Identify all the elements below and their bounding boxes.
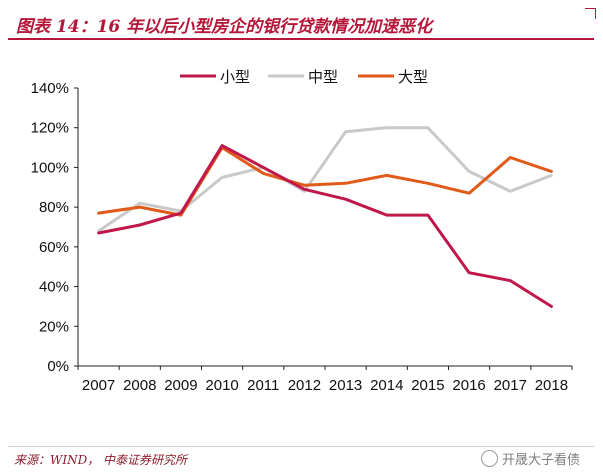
series-line-small	[97, 144, 553, 308]
y-tick-label: 140%	[31, 80, 69, 97]
y-tick-label: 120%	[31, 120, 69, 137]
chart-title: 图表 14：16 年以后小型房企的银行贷款情况加速恶化	[16, 17, 433, 37]
y-tick-label: 20%	[39, 318, 69, 335]
x-tick-label: 2016	[452, 377, 485, 394]
y-tick-label: 0%	[47, 358, 69, 375]
line-chart: 0% 20% 40% 60% 80% 100% 120% 140% 2007 2008 2009 20…	[31, 68, 573, 394]
x-tick-label: 2011	[247, 377, 279, 394]
x-tick-label: 2013	[329, 377, 362, 394]
title-bar: 图表 14：16 年以后小型房企的银行贷款情况加速恶化	[8, 6, 596, 40]
title-corner-mark	[585, 8, 596, 19]
series-line-large	[97, 146, 553, 217]
source-bar: 来源：WIND， 中泰证券研究所 开晟大子看债	[8, 446, 594, 469]
series-line-medium	[97, 126, 553, 233]
y-tick-label: 60%	[39, 239, 69, 256]
x-tick-label: 2008	[123, 377, 156, 394]
y-tick-label: 80%	[39, 199, 69, 216]
y-tick-label: 100%	[31, 159, 69, 176]
watermark-text: 开晟大子看债	[501, 453, 580, 468]
watermark: 开晟大子看债	[480, 449, 580, 468]
x-tick-label: 2012	[288, 377, 321, 394]
legend-label: 中型	[308, 68, 338, 86]
wechat-icon	[480, 450, 498, 467]
x-tick-label: 2007	[82, 377, 115, 394]
x-tick-label: 2009	[164, 377, 197, 394]
x-tick-label: 2015	[411, 377, 444, 394]
x-tick-label: 2017	[494, 377, 527, 394]
source-note: 来源：WIND， 中泰证券研究所	[14, 453, 188, 467]
x-tick-label: 2010	[205, 377, 238, 394]
y-tick-label: 40%	[39, 279, 69, 296]
legend-label: 小型	[220, 68, 250, 86]
x-tick-label: 2018	[535, 377, 568, 394]
legend-label: 大型	[398, 68, 428, 86]
x-tick-label: 2014	[370, 377, 403, 394]
